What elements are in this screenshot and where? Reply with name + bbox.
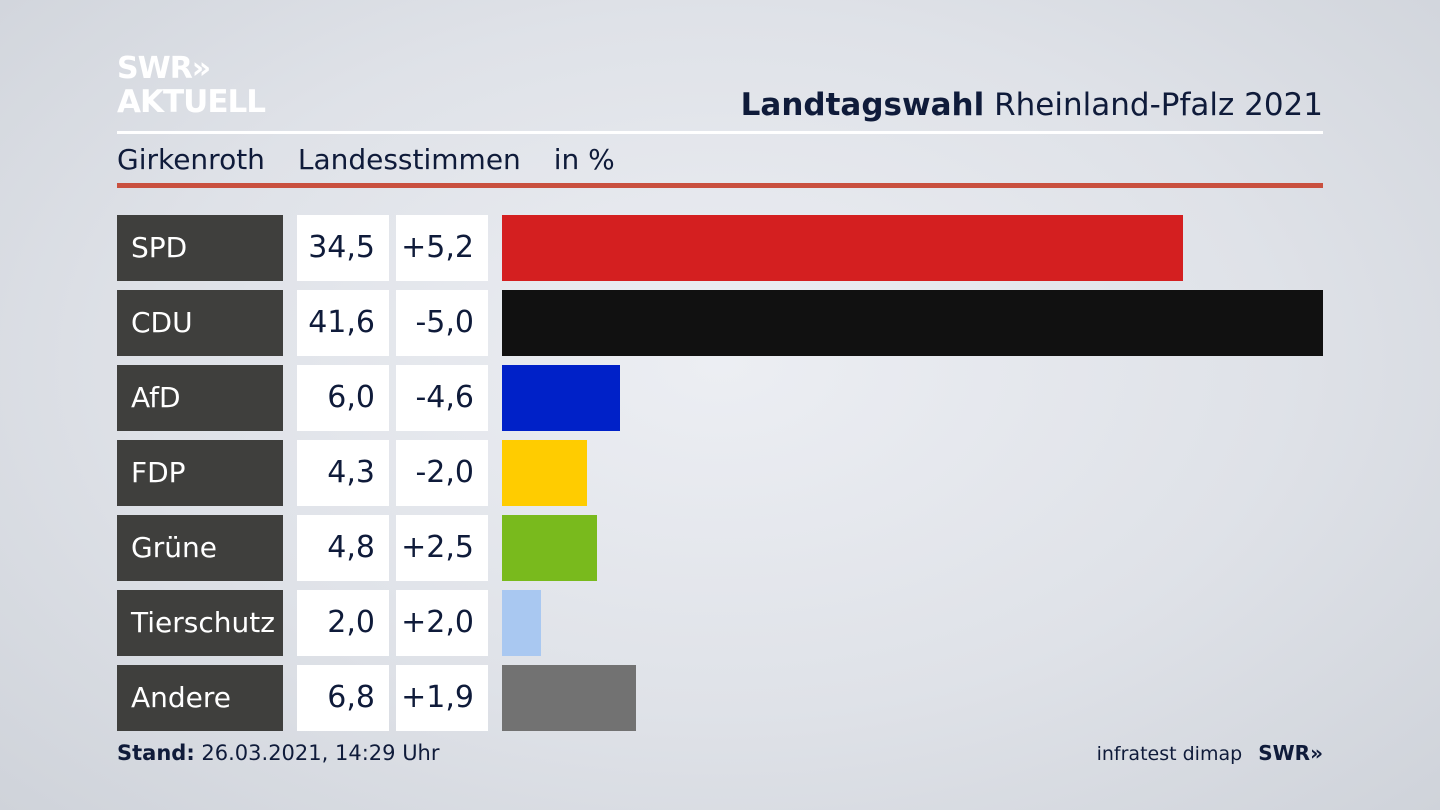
chart-row: Tierschutz 2,0 +2,0 [117, 590, 1323, 656]
value-label: 4,3 [297, 440, 389, 506]
value-label: 6,8 [297, 665, 389, 731]
diff-label: +5,2 [396, 215, 488, 281]
party-label: Andere [117, 665, 283, 731]
logo-line-1: SWR» [117, 51, 211, 86]
party-label: CDU [117, 290, 283, 356]
timestamp: Stand: 26.03.2021, 14:29 Uhr [117, 741, 440, 765]
chart-row: SPD 34,5 +5,2 [117, 215, 1323, 281]
bar [502, 590, 541, 656]
source-label: infratest dimap [1096, 743, 1243, 765]
chart-row: FDP 4,3 -2,0 [117, 440, 1323, 506]
bar [502, 440, 587, 506]
bar [502, 515, 597, 581]
value-label: 4,8 [297, 515, 389, 581]
party-label: AfD [117, 365, 283, 431]
title-bold: Landtagswahl [740, 87, 985, 123]
party-label: SPD [117, 215, 283, 281]
brand-logo: SWR» [1258, 741, 1323, 765]
diff-label: +2,0 [396, 590, 488, 656]
party-label: FDP [117, 440, 283, 506]
party-label: Tierschutz [117, 590, 283, 656]
diff-label: +1,9 [396, 665, 488, 731]
stand-value: 26.03.2021, 14:29 Uhr [201, 741, 440, 765]
chart-row: AfD 6,0 -4,6 [117, 365, 1323, 431]
stand-label: Stand: [117, 741, 195, 765]
subtitle-unit: in % [553, 143, 615, 176]
bar [502, 215, 1183, 281]
value-label: 41,6 [297, 290, 389, 356]
diff-label: -4,6 [396, 365, 488, 431]
logo-line-2: AKTUELL [117, 84, 266, 120]
party-label: Grüne [117, 515, 283, 581]
chart-row: Andere 6,8 +1,9 [117, 665, 1323, 731]
value-label: 34,5 [297, 215, 389, 281]
bar [502, 365, 620, 431]
bar [502, 665, 636, 731]
source-credit: infratest dimap SWR» [1097, 741, 1323, 765]
value-label: 2,0 [297, 590, 389, 656]
page-title: Landtagswahl Rheinland-Pfalz 2021 [741, 87, 1323, 123]
diff-label: -5,0 [396, 290, 488, 356]
diff-label: +2,5 [396, 515, 488, 581]
diff-label: -2,0 [396, 440, 488, 506]
subtitle: Girkenroth Landesstimmen in % [117, 143, 639, 176]
chart-row: Grüne 4,8 +2,5 [117, 515, 1323, 581]
subtitle-measure: Landesstimmen [297, 143, 521, 176]
subtitle-place: Girkenroth [117, 143, 265, 176]
bar [502, 290, 1323, 356]
value-label: 6,0 [297, 365, 389, 431]
title-rest: Rheinland-Pfalz 2021 [994, 87, 1323, 123]
header-divider [117, 131, 1323, 134]
chart-row: CDU 41,6 -5,0 [117, 290, 1323, 356]
swr-aktuell-logo: SWR» AKTUELL [117, 51, 266, 120]
subtitle-divider [117, 183, 1323, 188]
